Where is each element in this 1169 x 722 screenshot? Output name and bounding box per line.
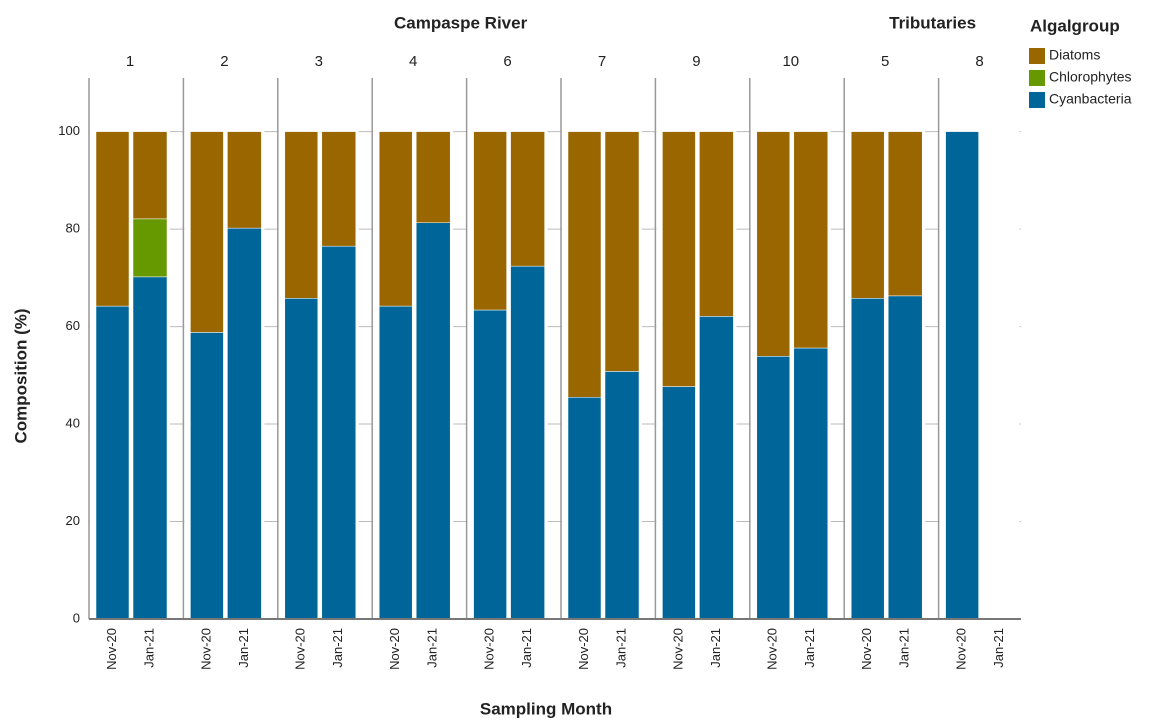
- x-tick-label: Jan-21: [425, 628, 440, 668]
- y-tick-label: 80: [66, 221, 80, 236]
- x-tick-label: Nov-20: [765, 628, 780, 670]
- legend-swatch: [1029, 48, 1045, 64]
- bar-segment: [510, 265, 545, 620]
- x-tick-label: Jan-21: [802, 628, 817, 668]
- bar-segment: [604, 131, 640, 372]
- legend-title: Algalgroup: [1030, 16, 1120, 35]
- x-tick-label: Nov-20: [576, 628, 591, 670]
- panel-label: 8: [975, 53, 983, 70]
- bar-segment: [378, 131, 413, 307]
- bar-segment: [604, 371, 640, 620]
- x-tick-label: Nov-20: [670, 628, 685, 670]
- x-axis-label: Sampling Month: [480, 699, 612, 718]
- x-tick-label: Nov-20: [954, 628, 969, 670]
- group-title: Tributaries: [889, 13, 976, 32]
- x-tick-label: Nov-20: [482, 628, 497, 670]
- bar-segment: [132, 131, 168, 220]
- x-tick-label: Jan-21: [991, 628, 1006, 668]
- bar-segment: [284, 131, 319, 299]
- bar-segment: [850, 131, 885, 299]
- bar-segment: [321, 131, 357, 247]
- y-tick-label: 20: [66, 513, 80, 528]
- bar-segment: [887, 131, 923, 297]
- bar-segment: [190, 332, 224, 620]
- y-axis-label: Composition (%): [11, 308, 30, 443]
- legend-label: Cyanbacteria: [1049, 91, 1132, 107]
- legend-swatch: [1029, 70, 1045, 86]
- bar-segment: [378, 305, 413, 620]
- x-tick-label: Nov-20: [104, 628, 119, 670]
- panel-label: 7: [598, 53, 606, 70]
- x-tick-label: Jan-21: [519, 628, 534, 668]
- bar-segment: [567, 131, 602, 398]
- bar-segment: [510, 131, 545, 267]
- bar-segment: [473, 309, 507, 620]
- bar-segment: [945, 131, 979, 620]
- x-tick-label: Jan-21: [613, 628, 628, 668]
- bar-segment: [887, 295, 923, 620]
- x-tick-label: Nov-20: [387, 628, 402, 670]
- bar-segment: [756, 131, 791, 357]
- legend-label: Diatoms: [1049, 47, 1100, 63]
- x-tick-label: Jan-21: [897, 628, 912, 668]
- panel-label: 9: [692, 53, 700, 70]
- panel-label: 5: [881, 53, 889, 70]
- bar-segment: [850, 298, 885, 620]
- bar-segment: [321, 245, 357, 620]
- bar-segment: [227, 227, 262, 620]
- panel-label: 2: [220, 53, 228, 70]
- x-tick-label: Jan-21: [330, 628, 345, 668]
- bar-segment: [95, 305, 130, 620]
- bar-segment: [473, 131, 507, 311]
- y-tick-label: 40: [66, 415, 80, 430]
- bar-segment: [95, 131, 130, 307]
- bar-segment: [756, 356, 791, 620]
- bar-segment: [662, 386, 696, 620]
- bar-segment: [662, 131, 696, 387]
- x-tick-label: Jan-21: [141, 628, 156, 668]
- legend-label: Chlorophytes: [1049, 69, 1132, 85]
- bar-segment: [415, 131, 451, 224]
- bar-segment: [415, 222, 451, 620]
- x-tick-label: Nov-20: [859, 628, 874, 670]
- panel-label: 4: [409, 53, 417, 70]
- bar-segment: [699, 131, 734, 317]
- x-tick-label: Nov-20: [198, 628, 213, 670]
- x-tick-label: Jan-21: [708, 628, 723, 668]
- bar-segment: [699, 316, 734, 620]
- y-tick-label: 60: [66, 318, 80, 333]
- group-title: Campaspe River: [394, 13, 528, 32]
- bar-segment: [793, 347, 829, 620]
- panel-label: 10: [782, 53, 799, 70]
- bar-segment: [793, 131, 829, 349]
- panel-label: 6: [503, 53, 511, 70]
- bar-segment: [132, 218, 168, 278]
- y-tick-label: 0: [73, 610, 80, 625]
- x-tick-label: Jan-21: [236, 628, 251, 668]
- bar-segment: [227, 131, 262, 229]
- bar-segment: [190, 131, 224, 333]
- panel-label: 3: [315, 53, 323, 70]
- y-tick-label: 100: [58, 123, 80, 138]
- bar-segment: [132, 276, 168, 620]
- panel-label: 1: [126, 53, 134, 70]
- x-tick-label: Nov-20: [293, 628, 308, 670]
- legend-swatch: [1029, 92, 1045, 108]
- bar-segment: [567, 396, 602, 620]
- bar-segment: [284, 298, 319, 620]
